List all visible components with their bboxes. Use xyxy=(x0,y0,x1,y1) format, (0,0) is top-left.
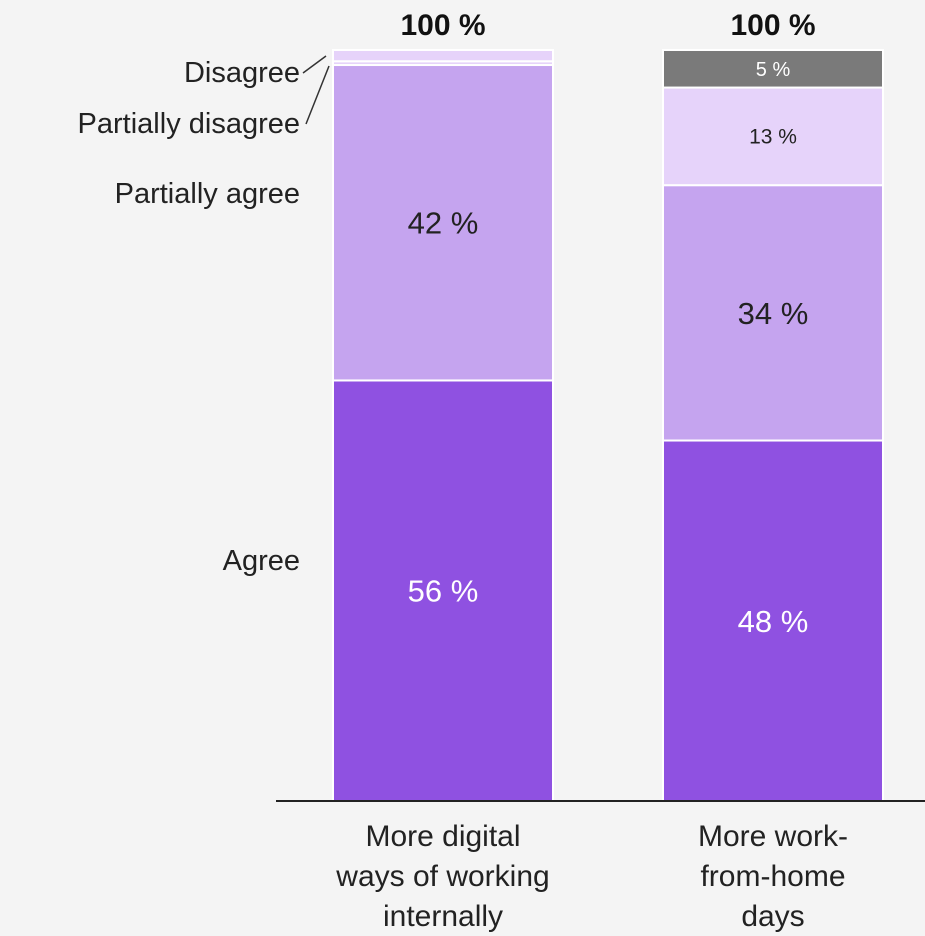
legend-label-agree: Agree xyxy=(223,545,300,577)
category-label-1: More work- from-home days xyxy=(698,820,848,933)
category-label-0-line-2: ways of working xyxy=(335,860,549,893)
leader-line-disagree xyxy=(303,56,326,73)
data-label-0-0: 56 % xyxy=(408,574,479,609)
leader-line-partially-disagree xyxy=(306,66,329,124)
category-label-1-line-3: days xyxy=(741,900,804,933)
legend-label-partially-disagree: Partially disagree xyxy=(78,108,300,140)
total-label-1: 100 % xyxy=(730,9,815,42)
data-label-0-1: 42 % xyxy=(408,206,479,241)
data-label-1-3: 5 % xyxy=(756,59,791,81)
category-label-0: More digital ways of working internally xyxy=(335,820,549,933)
category-label-0-line-1: More digital xyxy=(365,820,520,853)
bars-group xyxy=(333,50,883,801)
data-label-1-2: 13 % xyxy=(749,125,797,148)
legend-label-partially-agree: Partially agree xyxy=(115,178,300,210)
category-label-0-line-3: internally xyxy=(383,900,503,933)
category-label-1-line-1: More work- xyxy=(698,820,848,853)
total-label-0: 100 % xyxy=(400,9,485,42)
data-label-1-1: 34 % xyxy=(738,296,809,331)
data-label-1-0: 48 % xyxy=(738,604,809,639)
category-label-1-line-2: from-home xyxy=(700,860,845,893)
bar-segment-0-3 xyxy=(333,50,553,61)
legend-label-disagree: Disagree xyxy=(184,57,300,89)
